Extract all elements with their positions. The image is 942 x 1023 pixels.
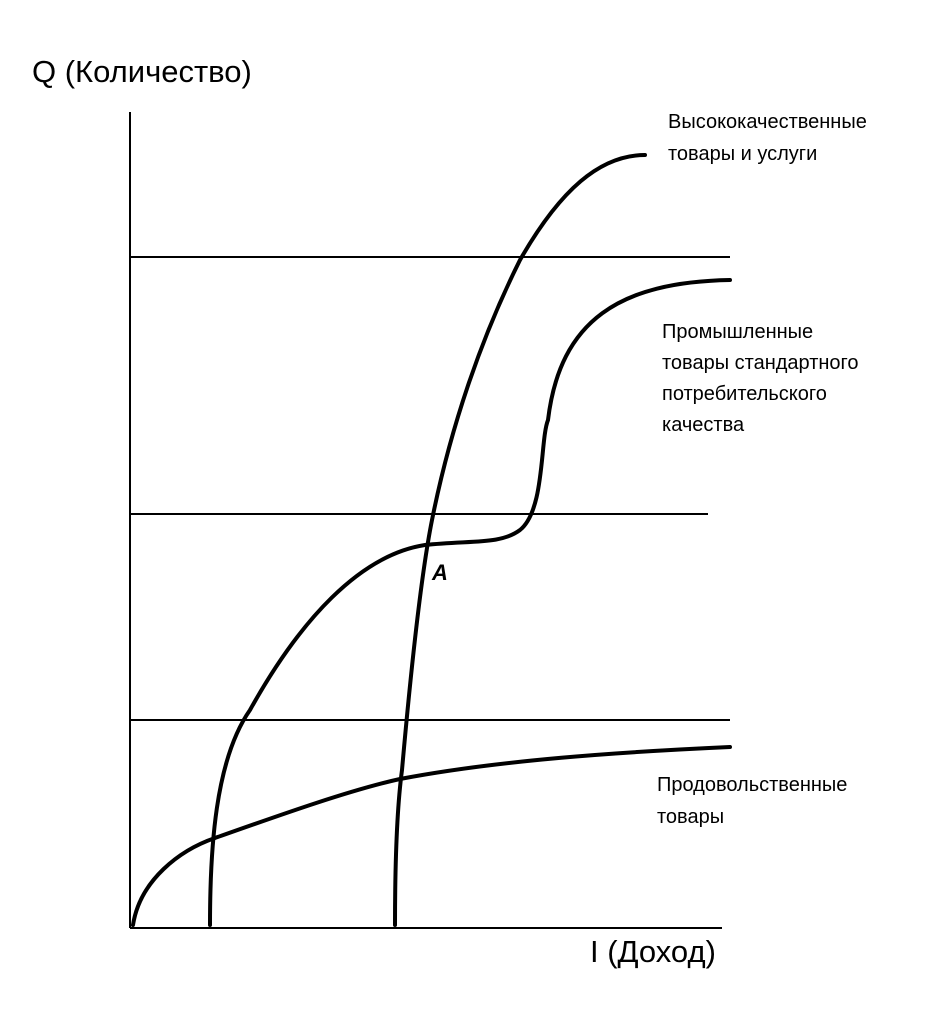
x-axis-title: I (Доход) <box>590 934 716 969</box>
curve-label: Продовольственные <box>657 774 847 796</box>
industrial-curve <box>208 278 732 927</box>
point-label: A <box>431 560 448 585</box>
curve-label: товары и услуги <box>668 143 817 165</box>
curve-label: качества <box>662 414 745 436</box>
curve-label: потребительского <box>662 383 827 405</box>
curve-label: Высококачественные <box>668 111 867 133</box>
curve-label: товары стандартного <box>662 352 859 374</box>
quality-curve <box>393 153 647 927</box>
y-axis-title: Q (Количество) <box>32 54 252 89</box>
curve-label: Промышленные <box>662 321 813 343</box>
food-curve <box>131 745 732 927</box>
curve-label: товары <box>657 806 724 828</box>
